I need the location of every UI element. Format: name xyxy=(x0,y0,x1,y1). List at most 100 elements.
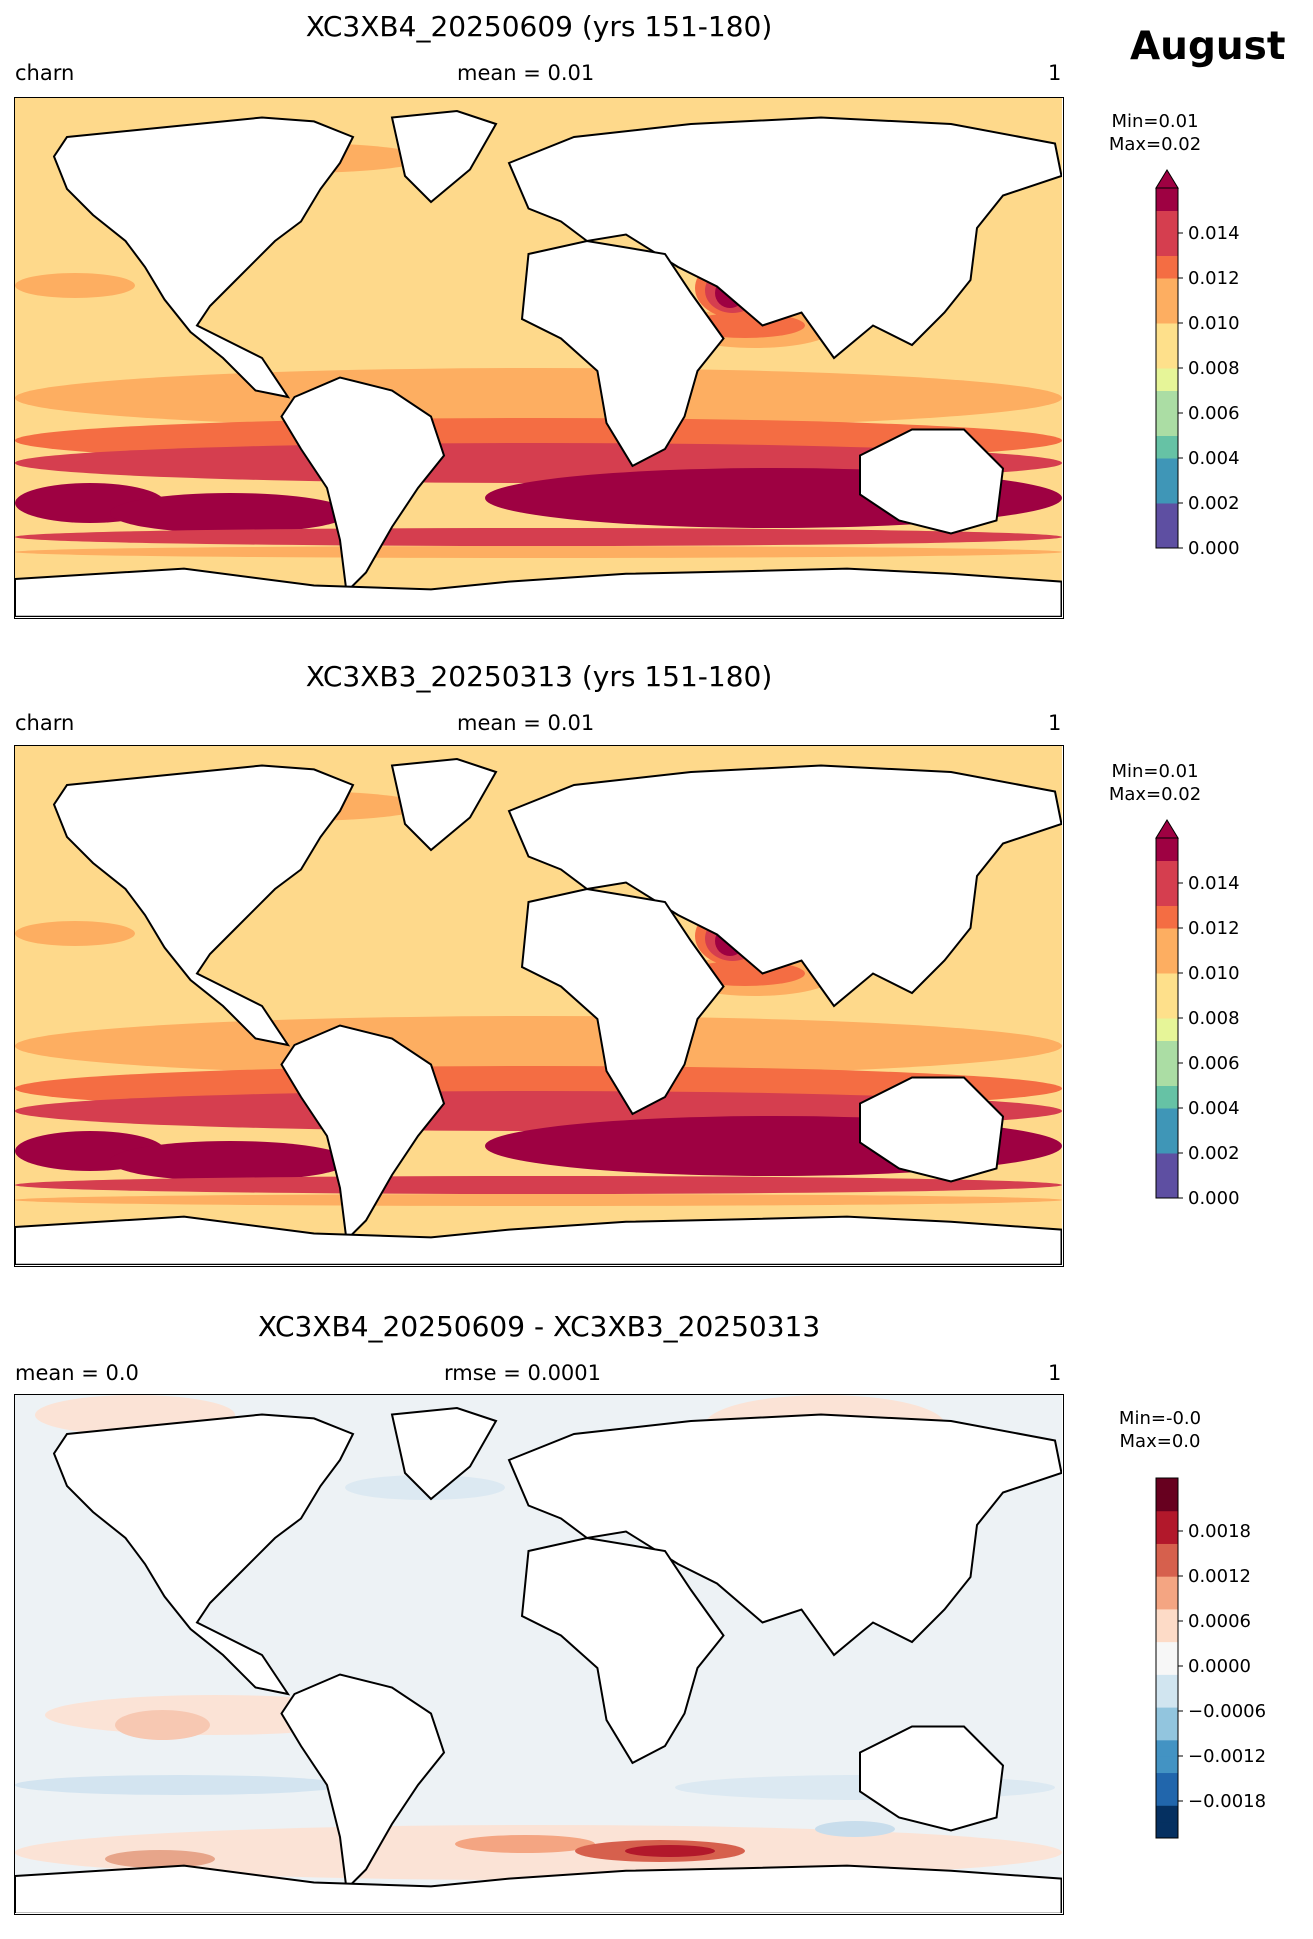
land-north-america xyxy=(52,116,355,399)
land-antarctica xyxy=(15,567,1062,617)
colorbar-extend-arrow xyxy=(1155,819,1179,839)
colorbar-segment xyxy=(1156,525,1178,549)
panel-1-variable-label: charn xyxy=(15,61,75,85)
colorbar-tick-label: 0.006 xyxy=(1188,403,1240,424)
colorbar-tick-label: 0.004 xyxy=(1188,1098,1240,1119)
land-greenland xyxy=(390,109,498,204)
north-pacific-band xyxy=(15,273,135,298)
colorbar-tick-label: 0.014 xyxy=(1188,223,1240,244)
colorbar-segment xyxy=(1156,1576,1178,1594)
colorbar-segment xyxy=(1156,188,1178,211)
colorbar-segment xyxy=(1156,950,1178,974)
southern-band xyxy=(15,546,1062,558)
colorbar-tick-label: 0.0006 xyxy=(1188,1611,1251,1632)
land-south-america xyxy=(280,376,446,595)
colorbar-segment xyxy=(1156,480,1178,504)
colorbar-tick-label: 0.014 xyxy=(1188,873,1240,894)
panel-2-title: XC3XB3_20250313 (yrs 151-180) xyxy=(305,660,773,693)
anomaly-patch xyxy=(815,1821,895,1837)
colorbar-segment xyxy=(1156,1130,1178,1154)
colorbar-segment xyxy=(1156,1608,1178,1626)
colorbar-segment xyxy=(1156,1723,1178,1741)
land-australia xyxy=(859,428,1005,535)
southern-band xyxy=(15,1194,1062,1206)
land-africa xyxy=(520,887,725,1116)
panel-2-map xyxy=(14,745,1064,1267)
colorbar-segment xyxy=(1156,838,1178,861)
panel-2-max-label: Max=0.02 xyxy=(1108,784,1202,805)
colorbar-segment xyxy=(1156,1040,1178,1064)
panel-1-max-label: Max=0.02 xyxy=(1108,134,1202,155)
panel-1-colorbar: 0.000 0.002 0.004 0.006 0.008 0.010 0.012 0.014 xyxy=(1155,169,1296,574)
colorbar-frame xyxy=(1155,1477,1179,1839)
colorbar-segment xyxy=(1156,1756,1178,1774)
anomaly-patch xyxy=(115,1710,210,1740)
southern-jet xyxy=(110,493,350,533)
colorbar-segment xyxy=(1156,1739,1178,1757)
land-eurasia xyxy=(507,116,1062,360)
panel-3-map xyxy=(14,1394,1064,1915)
panel-3-title: XC3XB4_20250609 - XC3XB3_20250313 xyxy=(257,1310,821,1343)
colorbar-tick-label: 0.012 xyxy=(1188,268,1240,289)
colorbar-segment xyxy=(1156,1063,1178,1086)
colorbar-segment xyxy=(1156,1543,1178,1561)
colorbar-segment xyxy=(1156,368,1178,391)
colorbar-segment xyxy=(1156,1772,1178,1790)
southern-band xyxy=(15,528,1062,546)
colorbar-extend-arrow xyxy=(1155,169,1179,189)
colorbar-segment xyxy=(1156,1175,1178,1199)
colorbar-segment xyxy=(1156,1788,1178,1806)
colorbar-segment xyxy=(1156,1674,1178,1692)
colorbar-segment xyxy=(1156,1690,1178,1708)
panel-2-colorbar: 0.000 0.002 0.004 0.006 0.008 0.010 0.012 0.014 xyxy=(1155,819,1296,1224)
colorbar-tick-label: −0.0018 xyxy=(1188,1791,1266,1812)
colorbar-segment xyxy=(1156,1592,1178,1610)
colorbar-segment xyxy=(1156,345,1178,369)
panel-3-level-label: 1 xyxy=(1048,1361,1062,1385)
colorbar-segment xyxy=(1156,1527,1178,1544)
colorbar-tick-label: 0.002 xyxy=(1188,493,1240,514)
north-pacific-band xyxy=(15,921,135,946)
colorbar-tick-label: 0.002 xyxy=(1188,1143,1240,1164)
land-antarctica xyxy=(15,1864,1062,1913)
colorbar-tick-label: 0.006 xyxy=(1188,1053,1240,1074)
colorbar-segment xyxy=(1156,210,1178,234)
panel-3-min-label: Min=-0.0 xyxy=(1118,1408,1202,1429)
panel-1-level-label: 1 xyxy=(1048,61,1062,85)
colorbar-segment xyxy=(1156,413,1178,436)
panel-3-mean-label: mean = 0.0 xyxy=(15,1361,139,1385)
colorbar-tick-label: 0.010 xyxy=(1188,963,1240,984)
colorbar-segment xyxy=(1156,1707,1178,1724)
land-south-america xyxy=(280,1024,446,1243)
panel-1-min-label: Min=0.01 xyxy=(1111,111,1199,132)
panel-1-mean-label: mean = 0.01 xyxy=(457,61,595,85)
colorbar-segment xyxy=(1156,1625,1178,1643)
colorbar-tick-label: 0.012 xyxy=(1188,918,1240,939)
land-australia xyxy=(859,1076,1005,1183)
colorbar-segment xyxy=(1156,390,1178,414)
colorbar-tick-label: −0.0006 xyxy=(1188,1701,1266,1722)
land-australia xyxy=(859,1725,1005,1832)
panel-2-mean-label: mean = 0.01 xyxy=(457,711,595,735)
land-eurasia xyxy=(507,1413,1062,1657)
colorbar-tick-label: 0.008 xyxy=(1188,358,1240,379)
colorbar-segment xyxy=(1156,300,1178,324)
colorbar-segment xyxy=(1156,1805,1178,1823)
panel-3-minmax: Min=-0.0 Max=0.0 xyxy=(1110,1407,1210,1453)
colorbar-segment xyxy=(1156,1510,1178,1528)
panel-1-title: XC3XB4_20250609 (yrs 151-180) xyxy=(305,10,773,43)
colorbar-tick-label: 0.0012 xyxy=(1188,1566,1251,1587)
colorbar-tick-label: 0.008 xyxy=(1188,1008,1240,1029)
panel-2-level-label: 1 xyxy=(1048,711,1062,735)
land-north-america xyxy=(52,1413,355,1696)
panel-3-colorbar: −0.0018 −0.0012 −0.0006 0.0000 0.0006 0.0012 0… xyxy=(1155,1460,1296,1864)
land-greenland xyxy=(390,757,498,852)
colorbar-tick-label: 0.010 xyxy=(1188,313,1240,334)
colorbar-segment xyxy=(1156,1494,1178,1512)
anomaly-patch xyxy=(455,1835,595,1853)
land-south-america xyxy=(280,1673,446,1892)
colorbar-segment xyxy=(1156,255,1178,279)
panel-2-variable-label: charn xyxy=(15,711,75,735)
panel-1-map xyxy=(14,97,1064,619)
colorbar-segment xyxy=(1156,860,1178,884)
